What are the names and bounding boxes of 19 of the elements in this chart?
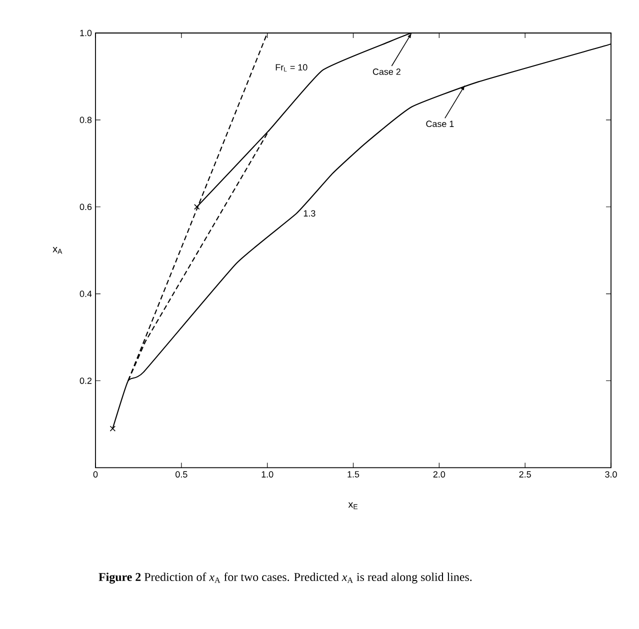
y-tick-label: 0.6	[80, 204, 92, 210]
x-tick-label: 2.0	[433, 471, 446, 478]
y-axis-title: x$_{A}$	[52, 246, 62, 254]
annotation: Case 2	[372, 68, 400, 75]
y-tick-label: 0.2	[80, 378, 92, 384]
x-tick-label: 0.5	[176, 471, 188, 478]
annotation: 1.3	[304, 210, 316, 217]
text: Figure 2 Prediction of x$_{A}$ for two cases. Predicted x$_{A}$ is read along solid lines.	[98, 572, 472, 584]
y-tick-label: 1.0	[80, 30, 92, 36]
x-axis-title: x$_{E}$	[348, 502, 358, 510]
x-tick-label: 3.0	[605, 471, 617, 478]
y-tick-label: 0.8	[80, 116, 92, 124]
annotation: Case 1	[426, 120, 454, 128]
annotation: Fr$_{L}$ = 10	[276, 64, 308, 72]
x-tick-label: 2.5	[519, 471, 531, 478]
x-tick-label: 1.5	[348, 471, 360, 478]
y-tick-label: 0.4	[80, 290, 92, 297]
x-tick-label: 1.0	[262, 471, 274, 478]
x-tick-label: 0	[93, 471, 98, 478]
